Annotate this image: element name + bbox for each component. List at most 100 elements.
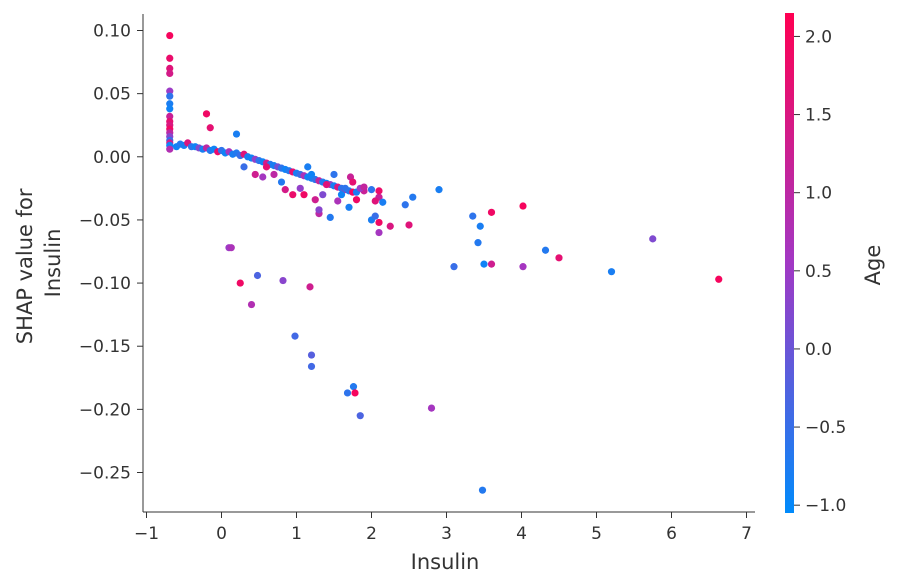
data-point <box>277 178 286 186</box>
data-point <box>206 124 214 132</box>
colorbar-tick-label: 1.5 <box>805 106 832 126</box>
data-point <box>311 196 319 204</box>
x-tick-label: 0 <box>216 524 227 544</box>
data-point <box>360 183 368 191</box>
data-point <box>166 64 174 72</box>
data-point <box>306 283 314 291</box>
data-point <box>349 383 358 391</box>
data-point <box>166 100 174 108</box>
data-point <box>715 275 723 283</box>
data-point <box>307 362 316 371</box>
data-point <box>345 203 353 211</box>
data-point <box>326 213 334 222</box>
data-point <box>375 228 383 237</box>
data-point <box>555 254 563 262</box>
y-axis-title: SHAP value for Insulin <box>13 182 65 344</box>
data-point <box>541 246 550 254</box>
data-point <box>291 332 299 340</box>
data-point <box>307 170 316 179</box>
data-point <box>259 173 267 181</box>
colorbar-tick-label: −0.5 <box>805 418 846 438</box>
x-tick-label: 7 <box>741 524 752 544</box>
y-tick-label: −0.05 <box>79 211 131 231</box>
data-point <box>166 112 174 120</box>
data-point <box>232 130 241 138</box>
x-tick-label: 3 <box>441 524 452 544</box>
data-point <box>356 412 364 420</box>
colorbar: 2.0 1.5 1.0 0.5 0.0 −0.5 −1.0 Age <box>785 13 885 516</box>
data-point <box>304 163 312 171</box>
data-point <box>379 198 387 206</box>
plot-area: −1 0 1 2 3 4 5 6 7 0.10 0.05 0.00 −0.05 −0.10 −0.15 −0… <box>79 14 755 544</box>
data-point <box>247 300 256 309</box>
data-point <box>334 197 342 205</box>
data-point <box>289 191 297 199</box>
x-tick-label: −1 <box>134 524 159 544</box>
data-point <box>649 235 657 243</box>
x-tick-label: 2 <box>366 524 377 544</box>
data-point <box>236 279 244 287</box>
data-point <box>307 351 316 359</box>
data-point <box>315 206 323 214</box>
data-point <box>270 170 278 179</box>
x-tick-label: 4 <box>516 524 527 544</box>
y-tick-label: 0.05 <box>93 85 131 105</box>
x-tick-label: 5 <box>591 524 602 544</box>
data-point <box>166 87 174 95</box>
data-point <box>476 222 484 230</box>
colorbar-tick-label: 1.0 <box>805 184 832 204</box>
colorbar-ticks: 2.0 1.5 1.0 0.5 0.0 −0.5 −1.0 <box>794 27 846 516</box>
data-point <box>405 221 413 229</box>
data-point <box>300 191 308 199</box>
data-point <box>281 186 289 194</box>
data-point <box>166 69 174 78</box>
colorbar-tick-label: 0.0 <box>805 340 832 360</box>
data-point <box>487 260 496 268</box>
data-point <box>487 208 496 216</box>
data-point <box>296 184 304 192</box>
y-tick-label: −0.25 <box>79 464 131 484</box>
y-axis-title-line2: Insulin <box>41 229 65 298</box>
data-point <box>386 222 394 230</box>
data-point <box>341 184 349 192</box>
data-point <box>227 244 235 252</box>
data-point <box>371 212 379 220</box>
x-axis-title: Insulin <box>411 550 480 574</box>
data-point <box>253 271 262 280</box>
data-point <box>409 193 417 201</box>
data-point <box>166 54 174 62</box>
data-point <box>322 180 331 189</box>
y-tick-label: −0.20 <box>79 400 131 420</box>
data-point <box>262 163 271 171</box>
data-point <box>279 276 287 285</box>
y-axis-ticks: 0.10 0.05 0.00 −0.05 −0.10 −0.15 −0.20 −0.25 <box>79 22 143 484</box>
colorbar-tick-label: 2.0 <box>805 27 832 47</box>
y-tick-label: 0.00 <box>93 148 131 168</box>
x-axis-ticks: −1 0 1 2 3 4 5 6 7 <box>134 512 752 544</box>
data-point <box>166 145 174 153</box>
data-point <box>343 389 352 397</box>
colorbar-tick-label: 0.5 <box>805 262 832 282</box>
y-tick-label: −0.10 <box>79 274 131 294</box>
data-point <box>166 31 174 40</box>
data-point <box>519 263 527 271</box>
data-point <box>375 218 383 227</box>
data-point <box>349 178 357 186</box>
data-point <box>401 201 409 209</box>
colorbar-label: Age <box>861 245 885 286</box>
data-point <box>450 263 458 271</box>
data-point <box>351 389 359 397</box>
data-point <box>375 187 383 195</box>
data-point <box>435 186 443 194</box>
data-point <box>480 260 488 268</box>
data-point <box>352 196 361 204</box>
y-axis-title-line1: SHAP value for <box>13 188 37 344</box>
y-tick-label: 0.10 <box>93 22 131 42</box>
data-point <box>166 105 174 113</box>
data-point <box>166 92 174 100</box>
x-tick-label: 6 <box>666 524 677 544</box>
data-point <box>367 186 376 194</box>
y-tick-label: −0.15 <box>79 337 131 357</box>
data-point <box>330 170 338 179</box>
